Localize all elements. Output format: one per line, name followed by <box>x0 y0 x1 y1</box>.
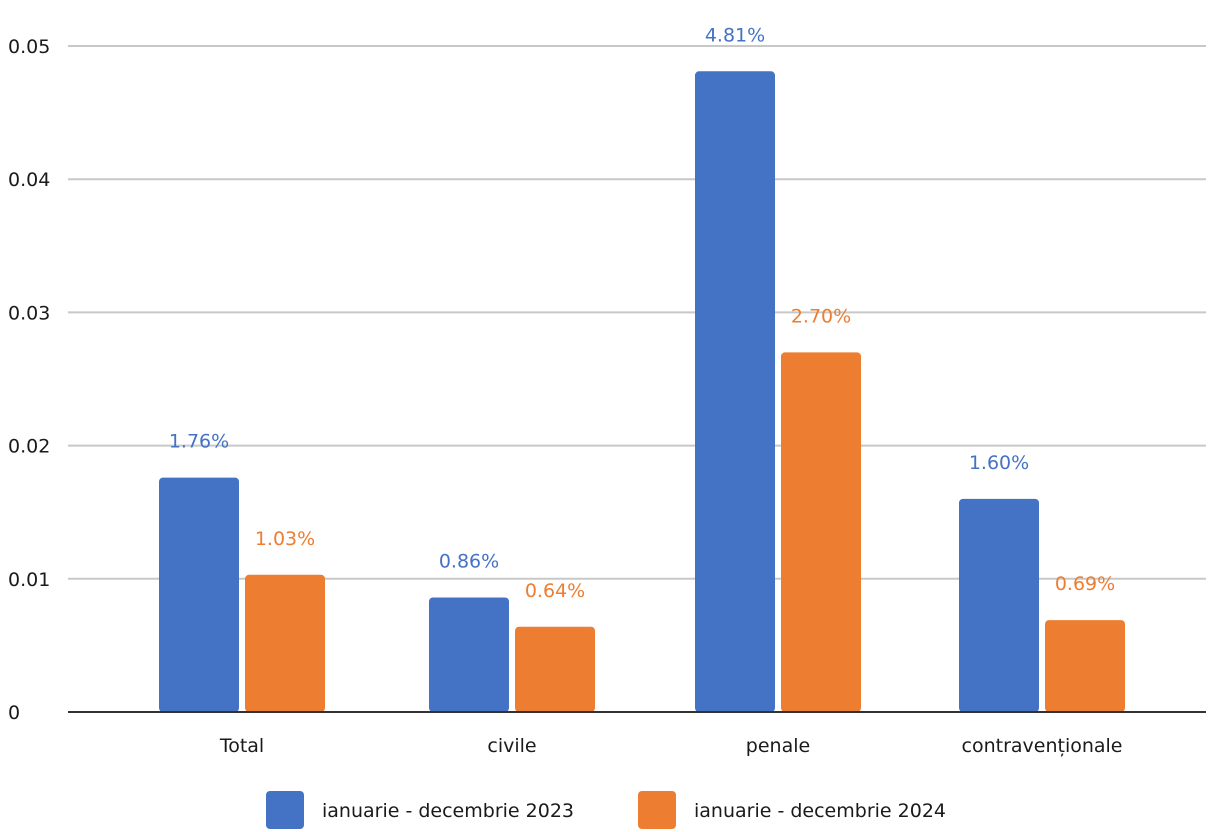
bars <box>159 71 1125 713</box>
bar-2-2 <box>781 352 861 712</box>
data-label: 0.64% <box>525 580 585 602</box>
bar-2-3 <box>1045 620 1125 712</box>
legend-swatch <box>638 791 676 829</box>
legend-label: ianuarie - decembrie 2024 <box>694 800 946 822</box>
data-label: 2.70% <box>791 305 851 327</box>
bar-2-1 <box>515 626 595 712</box>
legend: ianuarie - decembrie 2023 ianuarie - dece… <box>266 791 946 829</box>
x-axis-categories: Total civile penale contravenționale <box>219 735 1123 757</box>
data-label: 1.60% <box>969 452 1029 474</box>
data-label: 0.86% <box>439 550 499 572</box>
y-tick-label: 0.02 <box>8 436 50 458</box>
y-tick-label: 0.05 <box>8 36 50 58</box>
data-labels: 1.76% 1.03% 0.86% 0.64% 4.81% 2.70% 1.60% 0.69% <box>169 24 1115 601</box>
y-tick-label: 0.03 <box>8 302 50 324</box>
data-label: 0.69% <box>1055 573 1115 595</box>
data-label: 1.76% <box>169 431 229 453</box>
bar-2-0 <box>245 574 325 712</box>
legend-label: ianuarie - decembrie 2023 <box>322 800 574 822</box>
bar-1-2 <box>695 71 775 713</box>
bar-1-1 <box>429 597 509 712</box>
data-label: 4.81% <box>705 24 765 46</box>
data-label: 1.03% <box>255 528 315 550</box>
x-category-label: Total <box>219 735 264 757</box>
x-category-label: civile <box>487 735 536 757</box>
legend-swatch <box>266 791 304 829</box>
y-tick-label: 0.04 <box>8 169 50 191</box>
bar-1-3 <box>959 498 1039 712</box>
x-category-label: contravenționale <box>962 735 1123 757</box>
y-tick-label: 0.01 <box>8 569 50 591</box>
y-tick-label: 0 <box>8 702 20 724</box>
y-axis-ticks: 0 0.01 0.02 0.03 0.04 0.05 <box>8 36 50 724</box>
x-category-label: penale <box>746 735 810 757</box>
bar-1-0 <box>159 477 239 712</box>
